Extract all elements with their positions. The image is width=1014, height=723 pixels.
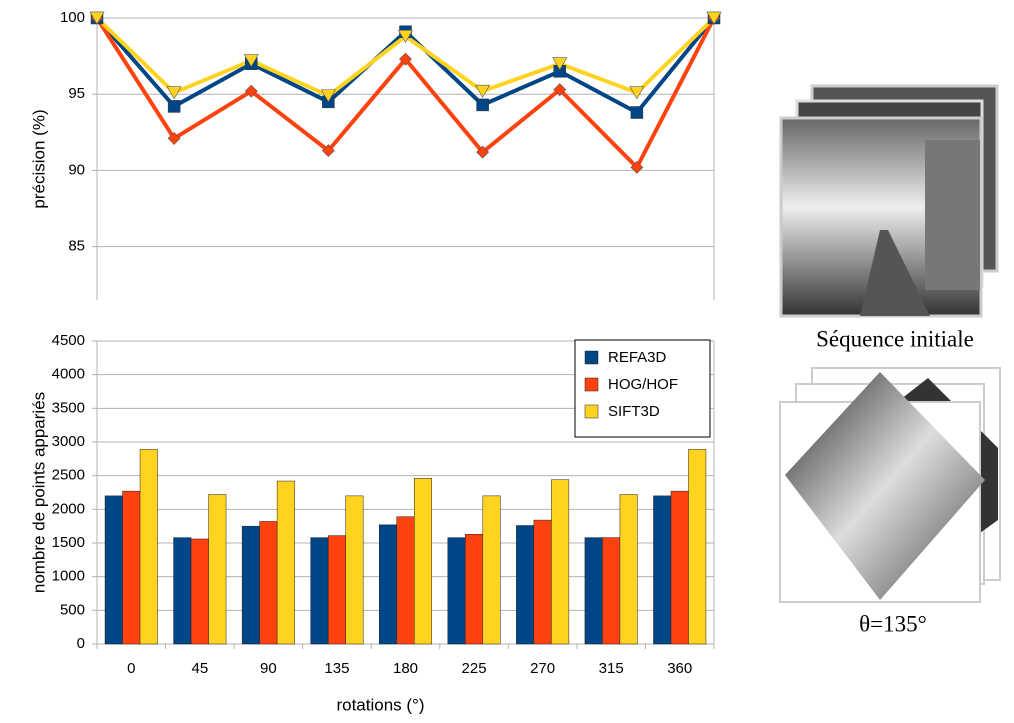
bar [345,495,364,645]
bar [602,537,621,645]
bar [688,449,707,645]
bar [208,494,227,645]
marker [399,52,412,66]
bar [465,533,484,645]
legend-swatch [584,377,599,392]
x-axis-label: rotations (°) [336,695,424,714]
marker [320,89,336,103]
bar [584,537,603,645]
y-tick-label: 500 [60,601,85,618]
y-axis-label: précision (%) [29,109,48,208]
x-tick-label: 45 [191,660,208,677]
y-tick-label: 4000 [52,366,85,383]
y-tick-label: 100 [60,9,85,26]
bar [482,495,501,645]
marker [630,106,644,119]
marker [167,131,181,145]
marker [476,145,490,159]
bar [122,490,141,645]
y-tick-label: 85 [68,238,85,255]
bar [653,495,672,645]
legend-label: SIFT3D [608,403,660,420]
marker [476,98,489,112]
legend: REFA3D HOG/HOF SIFT3D [574,339,711,438]
marker [552,57,568,71]
bar [379,524,397,645]
legend-label: HOG/HOF [608,376,678,393]
image-caption: θ=135° [859,611,927,636]
image-stack [779,84,999,318]
marker [166,86,182,100]
bar [259,521,278,645]
legend-label: REFA3D [608,349,667,366]
y-tick-label: 2500 [52,467,85,484]
x-tick-label: 0 [127,660,135,677]
marker [630,160,644,174]
x-tick-label: 180 [393,660,418,677]
x-tick-label: 360 [667,660,692,677]
bar [327,535,346,645]
bar [551,479,570,645]
bar [533,519,552,645]
y-tick-label: 0 [77,635,85,652]
bar [104,495,123,645]
image-stack [779,367,1001,603]
bar [447,537,466,645]
marker [243,54,259,68]
bar [670,490,689,645]
x-tick-label: 90 [260,660,277,677]
bar [190,538,209,645]
image-caption: Séquence initiale [816,326,974,351]
y-tick-label: 2000 [52,500,85,517]
y-tick-label: 90 [68,161,85,178]
y-tick-label: 1000 [52,568,85,585]
y-tick-label: 4500 [52,332,85,349]
marker [706,11,722,25]
bar [241,525,260,645]
bar [414,478,432,645]
x-tick-label: 270 [530,660,555,677]
y-tick-label: 1500 [52,534,85,551]
marker [397,29,414,43]
bar [516,525,535,645]
marker [629,86,645,100]
marker [553,83,567,97]
bar [276,480,295,645]
bar [173,537,192,645]
x-tick-label: 315 [599,660,624,677]
marker [89,11,105,25]
marker [244,84,258,98]
legend-swatch [584,404,599,419]
x-tick-label: 225 [462,660,487,677]
y-tick-label: 95 [68,85,85,102]
bar [619,494,638,645]
y-tick-label: 3500 [52,399,85,416]
x-tick-label: 135 [324,660,349,677]
legend-swatch [584,350,599,365]
marker [321,144,335,158]
y-axis-label: nombre de points appariés [29,392,48,593]
bar [139,449,158,645]
y-tick-label: 3000 [52,433,85,450]
bar [396,516,415,645]
marker [475,84,491,98]
bar [310,537,329,645]
marker [167,100,181,113]
